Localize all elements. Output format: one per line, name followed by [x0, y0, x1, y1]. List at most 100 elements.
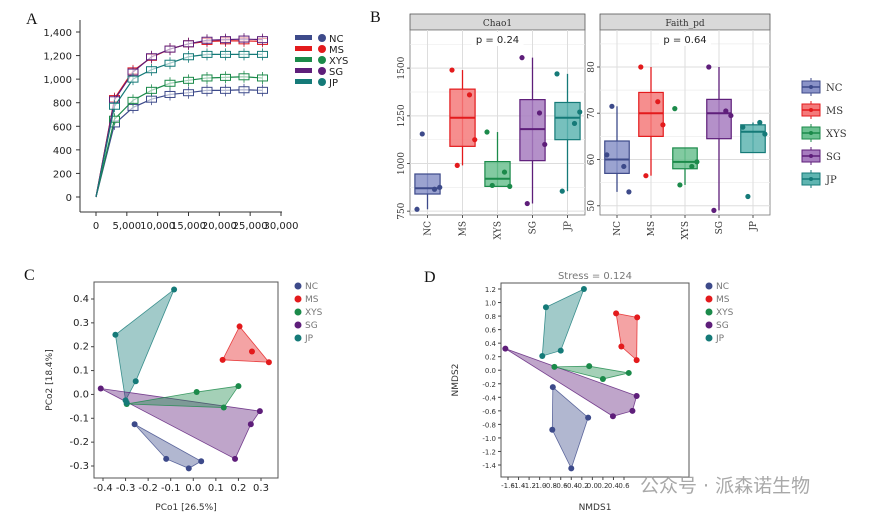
jitter-point-sg [706, 64, 712, 70]
legend-label-sg: SG [305, 321, 318, 331]
box-iqr-nc [604, 140, 630, 174]
box-marker-sg [164, 45, 176, 53]
box-marker-xys [201, 74, 213, 82]
x-tick-label: 0.4 [608, 482, 620, 490]
panel-letter-c: C [24, 267, 35, 284]
x-tick-label: -0.4 [93, 483, 113, 494]
x-tick-label: 0.1 [208, 483, 224, 494]
sample-point-xys [193, 389, 200, 396]
sample-point-xys [220, 404, 227, 411]
p-value-annotation: p = 0.64 [663, 35, 706, 46]
x-tick-label: 20,000 [202, 221, 237, 232]
box-marker-xys [220, 73, 231, 81]
x-tick-label: 5,000 [113, 221, 142, 232]
legend-label-sg: SG [329, 67, 343, 78]
sample-point-jp [132, 378, 139, 385]
jitter-point-ms [660, 122, 666, 128]
y-tick-label: -0.4 [482, 394, 496, 402]
x-tick-label: 30,000 [264, 221, 299, 232]
sample-point-ms [248, 348, 255, 355]
x-tick-label: MS [459, 221, 469, 236]
y-tick-label: 0.2 [73, 342, 89, 353]
jitter-point-sg [711, 207, 717, 213]
box-marker-sg [220, 36, 231, 44]
box-marker-jp [183, 53, 194, 61]
box-marker-nc [146, 95, 157, 103]
sample-point-nc [198, 458, 205, 465]
jitter-point-ms [655, 99, 661, 105]
jitter-point-jp [740, 124, 746, 130]
legend-label-ms: MS [329, 45, 344, 56]
x-tick-label: SG [529, 221, 539, 234]
jitter-point-jp [571, 120, 578, 127]
jitter-point-nc [437, 184, 443, 190]
x-tick-label: 0 [93, 221, 99, 232]
y-tick-label: -0.1 [69, 413, 89, 424]
x-tick-label: JP [564, 221, 574, 232]
legend-label-nc: NC [716, 282, 729, 292]
box-marker-xys [183, 76, 194, 84]
y-tick-label: 0.2 [485, 354, 496, 362]
y-tick-label: 60 [587, 154, 597, 166]
jitter-point-xys [689, 163, 695, 170]
panel-letter-d: D [424, 269, 436, 286]
x-tick-label: MS [647, 221, 657, 236]
sample-point-sg [247, 421, 254, 428]
sample-point-nc [549, 384, 556, 391]
panel-d-nmds-plot: -1.4-1.2-1.0-0.8-0.6-0.4-0.20.00.20.40.6… [451, 271, 734, 513]
legend-label-nc: NC [305, 282, 318, 292]
legend-label-sg: SG [716, 321, 729, 331]
sample-point-jp [112, 331, 119, 338]
legend-dot-jp [705, 334, 713, 342]
jitter-point-nc [419, 131, 425, 137]
y-tick-label: 70 [587, 107, 597, 119]
box-iqr-jp [740, 124, 766, 154]
y-tick-label: 0.4 [485, 340, 497, 348]
x-tick-label: SG [715, 221, 725, 234]
box-marker-jp [257, 50, 268, 58]
legend-label-xys: XYS [305, 308, 323, 318]
box-marker-xys [127, 96, 139, 104]
x-tick-label: -0.6 [554, 482, 568, 490]
box-marker-sg [201, 36, 213, 44]
sample-point-nc [568, 465, 575, 472]
x-tick-label: 25,000 [233, 221, 268, 232]
facet-title: Chao1 [483, 19, 512, 29]
sample-point-sg [97, 385, 104, 392]
jitter-point-nc [626, 189, 632, 195]
legend-label-jp: JP [328, 78, 338, 89]
y-tick-label: 1.0 [485, 300, 496, 308]
sample-point-ms [618, 343, 625, 350]
legend-label-sg: SG [826, 152, 841, 163]
box-marker-sg [183, 40, 194, 48]
y-tick-label: 1500 [397, 56, 407, 79]
jitter-point-xys [489, 182, 495, 189]
jitter-point-ms [643, 173, 649, 179]
y-tick-label: 750 [397, 202, 407, 219]
jitter-point-sg [519, 55, 525, 61]
box-marker-jp [127, 75, 139, 83]
jitter-point-jp [559, 188, 565, 194]
sample-point-jp [557, 347, 564, 354]
x-tick-label: -1.4 [512, 482, 526, 490]
jitter-point-ms [472, 137, 478, 143]
y-tick-label: -0.2 [482, 381, 496, 389]
jitter-point-jp [745, 193, 751, 200]
box-marker-nc [201, 86, 213, 94]
x-tick-label: 0.2 [597, 482, 608, 490]
legend-line-swatch-nc [295, 35, 312, 40]
jitter-point-nc [609, 103, 615, 109]
y-tick-label: 600 [53, 122, 72, 133]
x-tick-label: 0.0 [185, 483, 201, 494]
box-marker-nc [183, 89, 194, 97]
sample-point-sg [502, 345, 509, 352]
y-tick-label: -0.8 [482, 421, 496, 429]
y-tick-label: 0 [66, 193, 72, 204]
y-tick-label: 800 [53, 99, 72, 110]
plot-frame [500, 282, 690, 478]
y-tick-label: -1.0 [482, 435, 496, 443]
box-marker-xys [146, 86, 157, 94]
legend-dot-jp [294, 334, 302, 342]
legend-line-swatch-sg [295, 68, 312, 73]
jitter-point-sg [723, 108, 729, 114]
